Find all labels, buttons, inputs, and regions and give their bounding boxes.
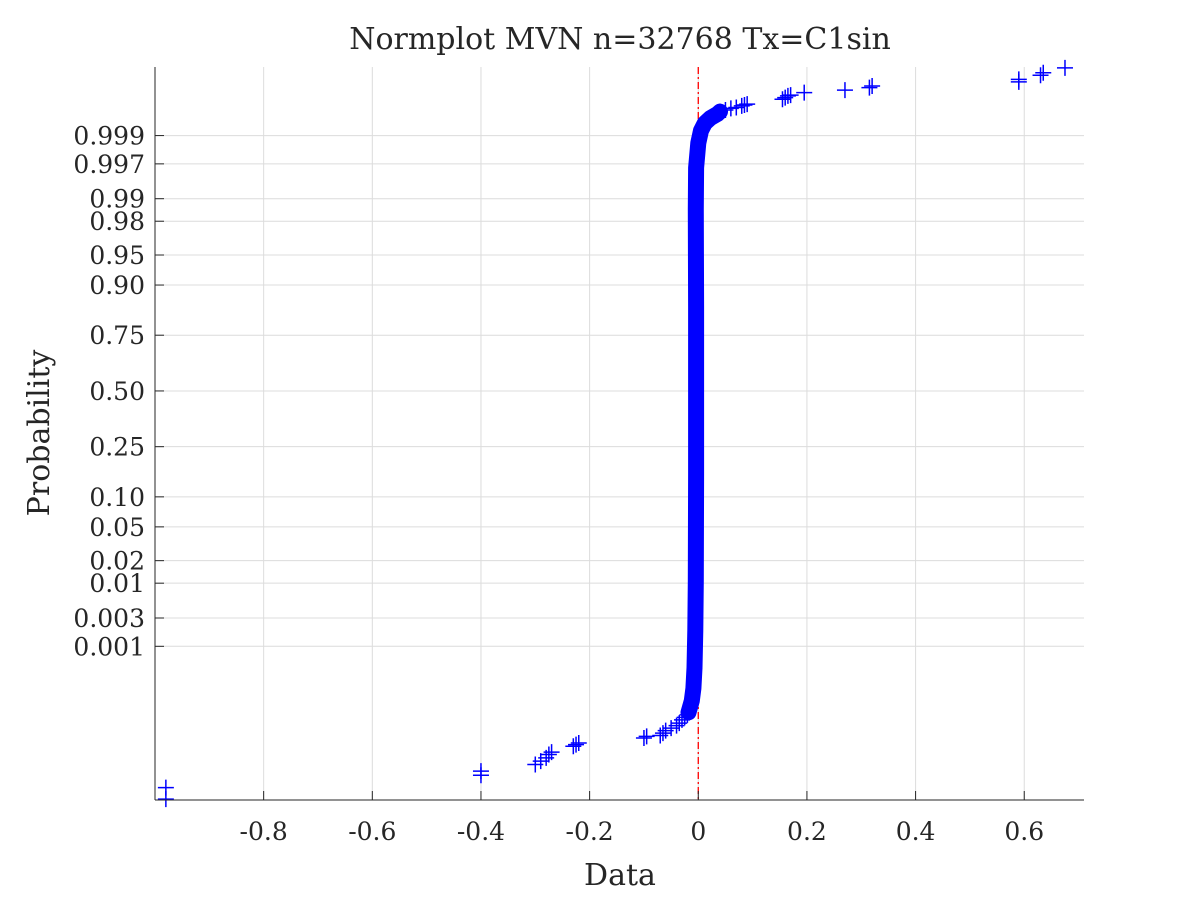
data-point: [864, 78, 881, 95]
y-tick-label: 0.25: [89, 433, 145, 462]
y-tick-label: 0.997: [73, 150, 145, 179]
y-tick-label: 0.50: [89, 377, 145, 406]
data-point: [157, 779, 174, 796]
y-tick-label: 0.75: [89, 321, 145, 350]
y-tick-label: 0.10: [89, 483, 145, 512]
data-point: [796, 84, 813, 101]
data-point: [635, 730, 652, 747]
x-tick-label: -0.8: [240, 817, 288, 846]
y-tick-label: 0.01: [89, 569, 145, 598]
data-point: [540, 746, 557, 763]
data-point: [1035, 64, 1052, 81]
y-tick-label: 0.99: [89, 185, 145, 214]
y-tick-label: 0.98: [89, 207, 145, 236]
y-tick-label: 0.90: [89, 271, 145, 300]
y-tick-label: 0.05: [89, 513, 145, 542]
y-axis-label: Probability: [22, 350, 57, 517]
x-tick-label: 0.6: [1004, 817, 1044, 846]
data-point: [836, 82, 853, 99]
chart-title: Normplot MVN n=32768 Tx=C1sin: [349, 22, 891, 57]
y-tick-label: 0.001: [73, 632, 145, 661]
x-tick-label: 0.2: [787, 817, 827, 846]
data-point: [472, 763, 489, 780]
data-point: [861, 79, 878, 96]
data-point: [739, 96, 756, 113]
data-point: [736, 97, 753, 114]
axes: [154, 67, 1084, 801]
data-point: [782, 87, 799, 104]
data-points: [157, 59, 1073, 808]
x-tick-labels: -0.8 -0.6 -0.4 -0.2 0 0.2 0.4 0.6: [240, 817, 1045, 846]
data-point: [679, 706, 696, 723]
data-point: [1010, 71, 1027, 88]
x-axis-label: Data: [584, 858, 656, 893]
x-tick-label: -0.2: [566, 817, 614, 846]
data-point: [1032, 67, 1049, 84]
data-point: [543, 744, 560, 761]
y-tick-label: 0.02: [89, 547, 145, 576]
x-tick-label: -0.6: [348, 817, 396, 846]
y-tick-label: 0.999: [73, 122, 145, 151]
core-curve-band: [680, 103, 728, 721]
data-point: [568, 736, 585, 753]
data-point: [654, 725, 671, 742]
data-point: [638, 728, 655, 745]
x-tick-label: -0.4: [457, 817, 505, 846]
data-point: [1056, 59, 1073, 76]
x-tick-label: 0: [690, 817, 706, 846]
data-point: [570, 734, 587, 751]
y-tick-label: 0.003: [73, 604, 145, 633]
core-curve-layer: [680, 103, 728, 721]
x-tick-label: 0.4: [896, 817, 936, 846]
grid: [155, 67, 1084, 800]
data-point: [779, 87, 796, 104]
data-point: [680, 704, 697, 721]
y-tick-label: 0.95: [89, 241, 145, 270]
